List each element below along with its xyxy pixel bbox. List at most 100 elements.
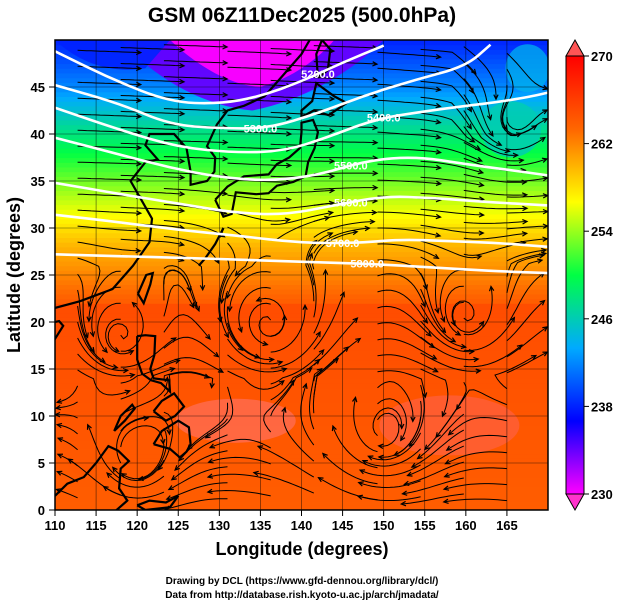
streamline — [77, 49, 141, 54]
streamline-arrow — [435, 164, 442, 171]
streamline-arrow — [194, 305, 200, 313]
coast-borneo — [55, 444, 131, 510]
streamline — [394, 400, 422, 456]
streamline-arrow — [237, 326, 243, 334]
streamline-arrow — [112, 364, 119, 370]
streamline — [463, 205, 528, 210]
streamline-arrow — [444, 459, 451, 465]
streamline-arrow — [521, 192, 529, 198]
streamline-arrow — [509, 316, 516, 323]
streamline — [313, 212, 377, 222]
streamline-arrow — [56, 470, 63, 476]
streamline-arrow — [443, 472, 450, 478]
streamline — [494, 355, 537, 390]
streamline — [103, 486, 165, 499]
streamline-arrow — [237, 345, 244, 352]
streamline-arrow — [356, 494, 364, 500]
streamline — [282, 407, 315, 462]
streamline — [420, 224, 484, 234]
streamline-arrow — [170, 475, 177, 481]
streamline — [506, 259, 543, 309]
streamline — [77, 161, 141, 165]
streamline-arrow — [56, 453, 64, 459]
streamline — [77, 209, 141, 214]
streamline-arrow — [225, 292, 231, 300]
streamline-arrow — [355, 337, 362, 344]
streamline-arrow — [329, 158, 336, 164]
streamline-arrow — [317, 477, 324, 483]
streamline-arrow — [469, 137, 476, 143]
streamline-arrow — [431, 354, 438, 360]
streamline-arrow — [179, 62, 186, 69]
streamline — [270, 63, 334, 68]
streamline — [308, 368, 323, 430]
streamline-arrow — [289, 379, 295, 386]
streamline-arrow — [111, 466, 118, 473]
streamline — [163, 156, 228, 160]
streamline-arrow — [468, 87, 474, 95]
streamline-arrow — [321, 452, 328, 459]
streamline — [420, 48, 477, 75]
streamline — [120, 174, 185, 179]
streamline-arrow — [425, 331, 432, 337]
streamline — [506, 351, 548, 374]
streamline — [377, 67, 441, 74]
streamline — [120, 302, 144, 352]
streamline-arrow — [99, 357, 106, 363]
streamline-arrow — [531, 124, 538, 131]
contour-label: 5200.0 — [301, 69, 335, 81]
streamline-arrow — [87, 301, 93, 308]
streamline — [226, 306, 260, 358]
streamline — [138, 428, 168, 480]
streamline-arrow — [440, 327, 447, 334]
streamline — [171, 450, 228, 481]
streamline-arrow — [136, 177, 143, 183]
streamline — [377, 99, 441, 107]
streamline — [257, 445, 315, 478]
streamline — [120, 190, 184, 195]
streamline-arrow — [206, 488, 213, 495]
streamline — [120, 47, 185, 51]
streamline — [506, 195, 548, 198]
streamline — [227, 50, 291, 55]
streamline-arrow — [55, 422, 63, 429]
streamline — [77, 305, 106, 363]
streamline — [77, 353, 135, 377]
streamline — [56, 401, 78, 409]
streamline-arrow — [179, 126, 186, 133]
streamline — [227, 354, 287, 373]
streamline — [227, 130, 291, 135]
streamline-arrow — [372, 139, 379, 146]
streamline — [270, 95, 334, 100]
streamline — [270, 189, 334, 194]
streamline — [452, 301, 484, 333]
streamline — [163, 314, 211, 340]
streamline — [163, 251, 204, 290]
streamline-arrow — [179, 174, 186, 181]
streamline-arrow — [166, 429, 172, 436]
streamline — [506, 249, 547, 262]
streamline-arrow — [429, 342, 436, 349]
streamline-arrow — [357, 481, 364, 487]
streamline-arrow — [371, 209, 378, 216]
streamline — [439, 269, 464, 322]
streamline-arrow — [488, 285, 495, 292]
streamline — [501, 100, 537, 136]
y-tick-label: 40 — [31, 127, 45, 142]
streamline — [227, 322, 274, 361]
streamline — [463, 317, 515, 352]
streamline — [163, 108, 228, 112]
streamline-arrow — [447, 429, 454, 436]
y-tick-label: 20 — [31, 315, 45, 330]
streamline-arrow — [329, 128, 336, 134]
streamline — [120, 337, 176, 368]
streamline-arrow — [435, 149, 442, 155]
streamline-arrow — [222, 156, 229, 162]
streamline-arrow — [470, 68, 477, 75]
streamline-arrow — [435, 213, 442, 220]
streamline — [420, 304, 466, 348]
streamline-arrow — [440, 316, 446, 323]
streamline — [163, 336, 219, 358]
streamline-arrow — [205, 333, 211, 340]
streamline — [377, 398, 407, 441]
